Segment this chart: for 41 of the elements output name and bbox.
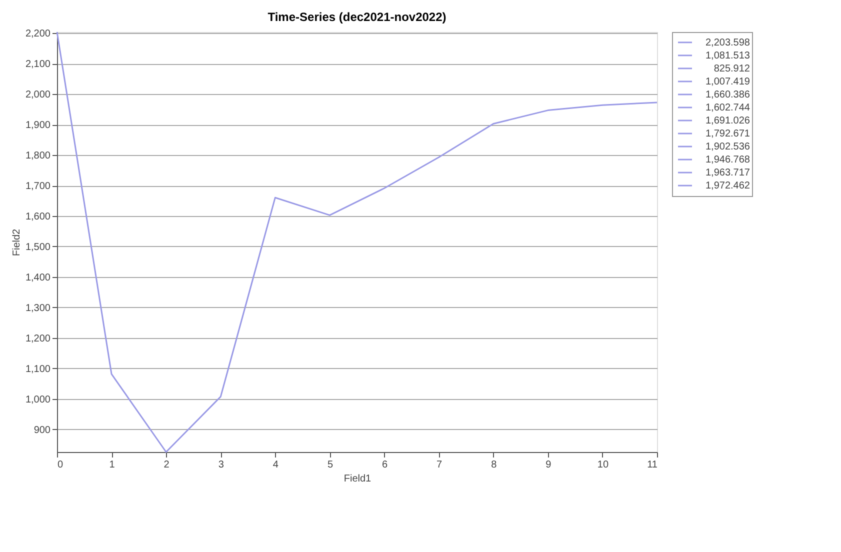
- text: 1,007.419: [706, 76, 750, 88]
- x-tick-label: 7: [436, 460, 443, 470]
- x-axis-title: Field1: [344, 474, 372, 484]
- y-tick-label: 1,500: [25, 242, 51, 253]
- y-tick-label: 1,600: [25, 212, 51, 223]
- y-tick-label: 2,200: [25, 28, 51, 40]
- x-tick-label: 11: [647, 460, 658, 470]
- text: 1,081.513: [706, 50, 750, 62]
- x-tick-label: 2: [164, 460, 170, 470]
- text: 1,902.536: [706, 142, 750, 153]
- text: 825.912: [714, 63, 750, 74]
- x-tick-label: 5: [327, 460, 334, 470]
- y-tick-label: 1,400: [25, 272, 51, 284]
- y-tick-label: 1,800: [25, 150, 51, 162]
- y-tick-label: 2,000: [25, 90, 51, 101]
- text: 1,963.717: [706, 168, 750, 179]
- x-tick-label: 6: [382, 460, 388, 470]
- x-tick-label: 9: [546, 460, 552, 470]
- y-tick-label: 1,100: [25, 364, 51, 375]
- text: 1,792.671: [706, 128, 750, 140]
- y-tick-label: 1,000: [25, 394, 51, 406]
- text: 1,660.386: [706, 89, 750, 100]
- x-tick-label: 3: [218, 460, 224, 470]
- text: 2,203.598: [706, 37, 750, 48]
- chart-title: Time-Series (dec2021-nov2022): [268, 10, 446, 24]
- text: 1,972.462: [706, 180, 750, 192]
- y-tick-label: 2,100: [25, 59, 51, 70]
- x-tick-label: 4: [272, 460, 279, 470]
- text: 1,946.768: [706, 154, 750, 166]
- x-tick-label: 10: [597, 460, 609, 470]
- y-tick-label: 1,300: [25, 302, 51, 314]
- x-tick-label: 1: [109, 460, 116, 470]
- x-tick-label: 8: [491, 460, 498, 470]
- y-tick-label: 1,200: [25, 333, 51, 344]
- y-tick-label: 1,900: [25, 120, 51, 132]
- text: 1,691.026: [706, 116, 750, 127]
- y-tick-label: 900: [34, 424, 51, 436]
- y-tick-label: 1,700: [25, 181, 51, 192]
- y-axis-title: Field2: [11, 228, 22, 256]
- text: 1,602.744: [706, 102, 750, 114]
- x-tick-label: 0: [58, 460, 64, 470]
